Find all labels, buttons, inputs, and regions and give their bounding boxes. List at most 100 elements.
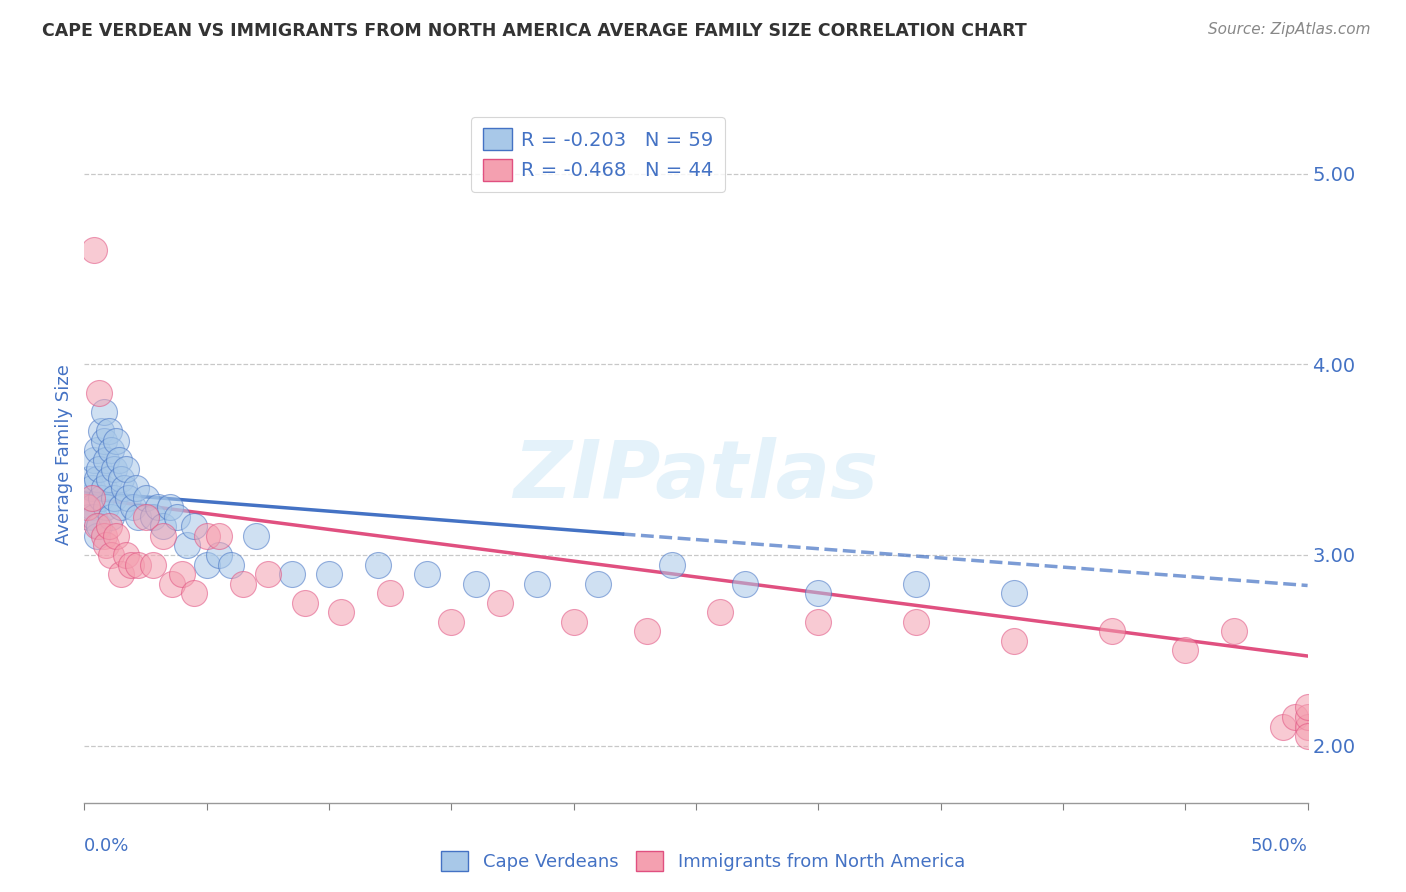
Y-axis label: Average Family Size: Average Family Size: [55, 365, 73, 545]
Point: [195, 558, 218, 572]
Point: [83, 509, 105, 524]
Point: [87, 462, 110, 476]
Point: [195, 529, 218, 543]
Point: [87, 519, 110, 533]
Point: [807, 586, 830, 600]
Point: [166, 509, 188, 524]
Point: [125, 481, 148, 495]
Point: [103, 462, 125, 476]
Point: [76, 500, 98, 515]
Point: [86, 472, 108, 486]
Point: [636, 624, 658, 639]
Point: [100, 509, 122, 524]
Point: [105, 434, 128, 448]
Point: [1272, 720, 1295, 734]
Point: [93, 481, 115, 495]
Point: [120, 558, 142, 572]
Point: [80, 500, 103, 515]
Point: [96, 452, 118, 467]
Text: 50.0%: 50.0%: [1251, 837, 1308, 855]
Text: ZIPatlas: ZIPatlas: [513, 437, 879, 515]
Point: [1174, 643, 1197, 657]
Point: [162, 576, 184, 591]
Point: [440, 615, 463, 629]
Point: [661, 558, 683, 572]
Point: [257, 567, 280, 582]
Point: [1296, 720, 1319, 734]
Point: [80, 481, 103, 495]
Point: [526, 576, 548, 591]
Point: [77, 509, 100, 524]
Point: [110, 500, 132, 515]
Point: [734, 576, 756, 591]
Point: [83, 452, 105, 467]
Legend: Cape Verdeans, Immigrants from North America: Cape Verdeans, Immigrants from North Ame…: [434, 844, 972, 879]
Point: [97, 519, 120, 533]
Point: [176, 539, 198, 553]
Point: [110, 567, 132, 582]
Point: [83, 243, 105, 257]
Point: [93, 405, 115, 419]
Point: [232, 576, 254, 591]
Point: [105, 529, 128, 543]
Point: [96, 539, 118, 553]
Point: [76, 491, 98, 505]
Point: [127, 558, 149, 572]
Point: [172, 567, 194, 582]
Point: [1101, 624, 1123, 639]
Point: [1002, 633, 1025, 648]
Point: [183, 586, 205, 600]
Point: [807, 615, 830, 629]
Point: [97, 472, 120, 486]
Point: [464, 576, 486, 591]
Point: [97, 424, 120, 438]
Point: [1223, 624, 1246, 639]
Point: [219, 558, 242, 572]
Point: [146, 500, 169, 515]
Point: [122, 500, 145, 515]
Point: [87, 386, 110, 401]
Point: [318, 567, 340, 582]
Point: [1296, 700, 1319, 714]
Text: CAPE VERDEAN VS IMMIGRANTS FROM NORTH AMERICA AVERAGE FAMILY SIZE CORRELATION CH: CAPE VERDEAN VS IMMIGRANTS FROM NORTH AM…: [42, 22, 1026, 40]
Point: [183, 519, 205, 533]
Point: [112, 481, 135, 495]
Point: [905, 576, 928, 591]
Point: [294, 596, 316, 610]
Point: [152, 529, 174, 543]
Point: [1296, 729, 1319, 743]
Point: [562, 615, 585, 629]
Point: [135, 509, 157, 524]
Point: [107, 452, 129, 467]
Point: [115, 462, 138, 476]
Point: [86, 519, 108, 533]
Point: [96, 500, 118, 515]
Point: [245, 529, 267, 543]
Point: [142, 509, 165, 524]
Point: [103, 491, 125, 505]
Point: [416, 567, 439, 582]
Point: [117, 491, 139, 505]
Point: [709, 605, 731, 619]
Point: [159, 500, 181, 515]
Point: [1002, 586, 1025, 600]
Point: [489, 596, 512, 610]
Point: [208, 529, 231, 543]
Point: [86, 443, 108, 458]
Point: [1284, 710, 1306, 724]
Point: [905, 615, 928, 629]
Point: [367, 558, 389, 572]
Point: [135, 491, 157, 505]
Point: [80, 491, 103, 505]
Point: [93, 434, 115, 448]
Point: [281, 567, 304, 582]
Point: [90, 491, 112, 505]
Point: [127, 509, 149, 524]
Point: [100, 443, 122, 458]
Point: [330, 605, 353, 619]
Point: [115, 548, 138, 562]
Point: [152, 519, 174, 533]
Point: [142, 558, 165, 572]
Point: [380, 586, 402, 600]
Point: [90, 424, 112, 438]
